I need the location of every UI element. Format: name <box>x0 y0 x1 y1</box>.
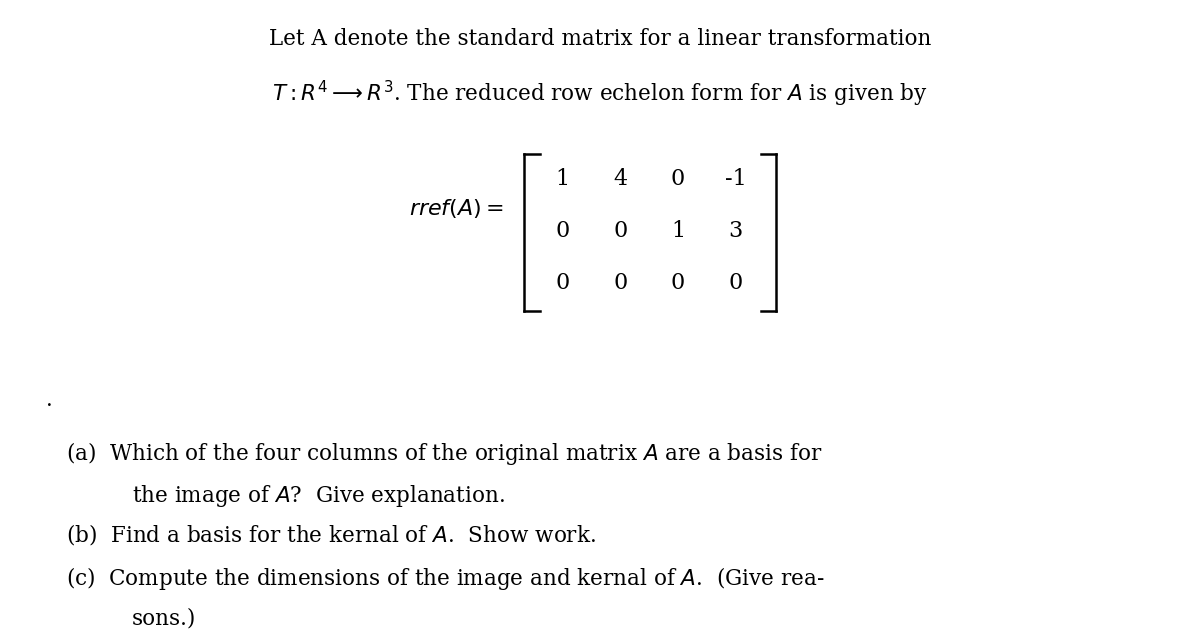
Text: the image of $A$?  Give explanation.: the image of $A$? Give explanation. <box>132 483 505 509</box>
Text: 4: 4 <box>613 168 628 190</box>
Text: 1: 1 <box>556 168 570 190</box>
Text: Let A denote the standard matrix for a linear transformation: Let A denote the standard matrix for a l… <box>269 28 931 51</box>
Text: (b)  Find a basis for the kernal of $A$.  Show work.: (b) Find a basis for the kernal of $A$. … <box>66 522 596 547</box>
Text: sons.): sons.) <box>132 608 197 630</box>
Text: 0: 0 <box>613 220 628 242</box>
Text: $rref(A) =$: $rref(A) =$ <box>409 197 504 220</box>
Text: (c)  Compute the dimensions of the image and kernal of $A$.  (Give rea-: (c) Compute the dimensions of the image … <box>66 565 824 592</box>
Text: 0: 0 <box>556 220 570 242</box>
Text: 1: 1 <box>671 220 685 242</box>
Text: 0: 0 <box>671 272 685 294</box>
Text: 0: 0 <box>556 272 570 294</box>
Text: .: . <box>46 389 53 411</box>
Text: 0: 0 <box>671 168 685 190</box>
Text: $T : R^4 \longrightarrow R^3$. The reduced row echelon form for $A$ is given by: $T : R^4 \longrightarrow R^3$. The reduc… <box>272 79 928 110</box>
Text: 0: 0 <box>613 272 628 294</box>
Text: (a)  Which of the four columns of the original matrix $A$ are a basis for: (a) Which of the four columns of the ori… <box>66 440 822 467</box>
Text: 3: 3 <box>728 220 743 242</box>
Text: 0: 0 <box>728 272 743 294</box>
Text: -1: -1 <box>725 168 746 190</box>
